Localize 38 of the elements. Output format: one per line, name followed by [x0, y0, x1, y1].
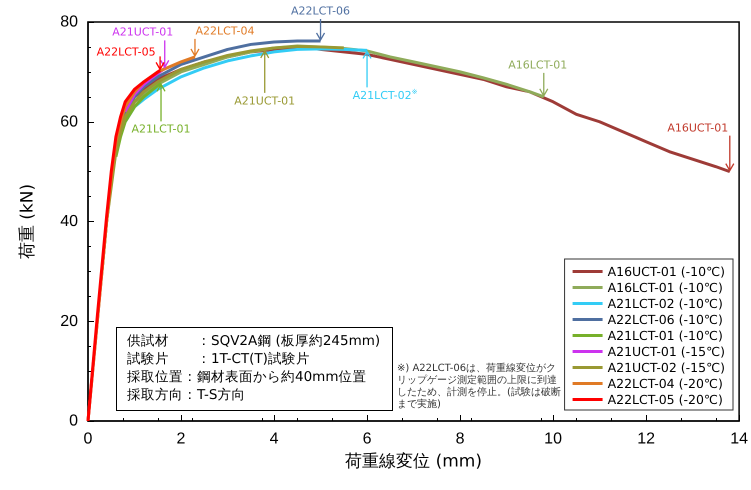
- x-tick-label: 8: [456, 430, 465, 448]
- annotation: A16UCT-01: [667, 121, 728, 134]
- annotation: A22LCT-06: [291, 4, 350, 18]
- x-tick-label: 6: [362, 430, 372, 448]
- annotation: A22LCT-04: [195, 24, 254, 38]
- y-tick-label: 20: [60, 312, 78, 330]
- y-axis-title: 荷重 (kN): [18, 184, 38, 260]
- x-tick-label: 2: [176, 430, 186, 448]
- annotation: 供試材 ：SQV2A鋼 (板厚約245mm): [127, 332, 380, 350]
- annotation: 採取位置：鋼材表面から約40mm位置: [127, 368, 368, 386]
- x-axis-title: 荷重線変位 (mm): [345, 452, 482, 472]
- annotation: A21UCT-01: [234, 94, 296, 108]
- annotation: 採取方向：T-S方向: [127, 386, 246, 404]
- legend-label: A21LCT-02 (-10℃): [608, 296, 723, 311]
- legend-label: A22LCT-04 (-20℃): [608, 376, 723, 391]
- annotation: A22LCT-05: [96, 46, 156, 59]
- annotation: A21UCT-01: [112, 26, 174, 39]
- legend-label: A22LCT-05 (-20℃): [608, 392, 723, 407]
- annotation: 試験片 ：1T-CT(T)試験片: [127, 350, 311, 368]
- legend-label: A22LCT-06 (-10℃): [608, 312, 723, 327]
- legend-label: A16UCT-01 (-10℃): [608, 264, 726, 279]
- annotation: A21LCT-02$^{※}$: [352, 88, 418, 102]
- legend-label: A21UCT-01 (-15℃): [608, 344, 726, 359]
- annotation: A16LCT-01: [508, 58, 568, 72]
- y-tick-label: 60: [60, 113, 78, 130]
- y-tick-label: 80: [60, 14, 78, 30]
- annotation: A21LCT-01: [132, 122, 191, 136]
- legend-label: A21UCT-02 (-15℃): [608, 360, 726, 375]
- x-tick-label: 12: [637, 430, 656, 448]
- y-tick-label: 40: [60, 213, 78, 230]
- annotation: ※) A22LCT-06は、荷重線変位がクリップゲージ測定範囲の上限に到達したため、計測を停止。(試験は破断まで実施): [397, 363, 562, 411]
- legend-label: A21LCT-01 (-10℃): [608, 328, 723, 343]
- y-tick-label: 0: [69, 412, 78, 430]
- x-tick-label: 0: [84, 430, 93, 448]
- x-tick-label: 10: [544, 430, 562, 448]
- legend-label: A16LCT-01 (-10℃): [608, 280, 723, 295]
- x-tick-label: 4: [270, 430, 279, 448]
- x-tick-label: 14: [730, 430, 748, 448]
